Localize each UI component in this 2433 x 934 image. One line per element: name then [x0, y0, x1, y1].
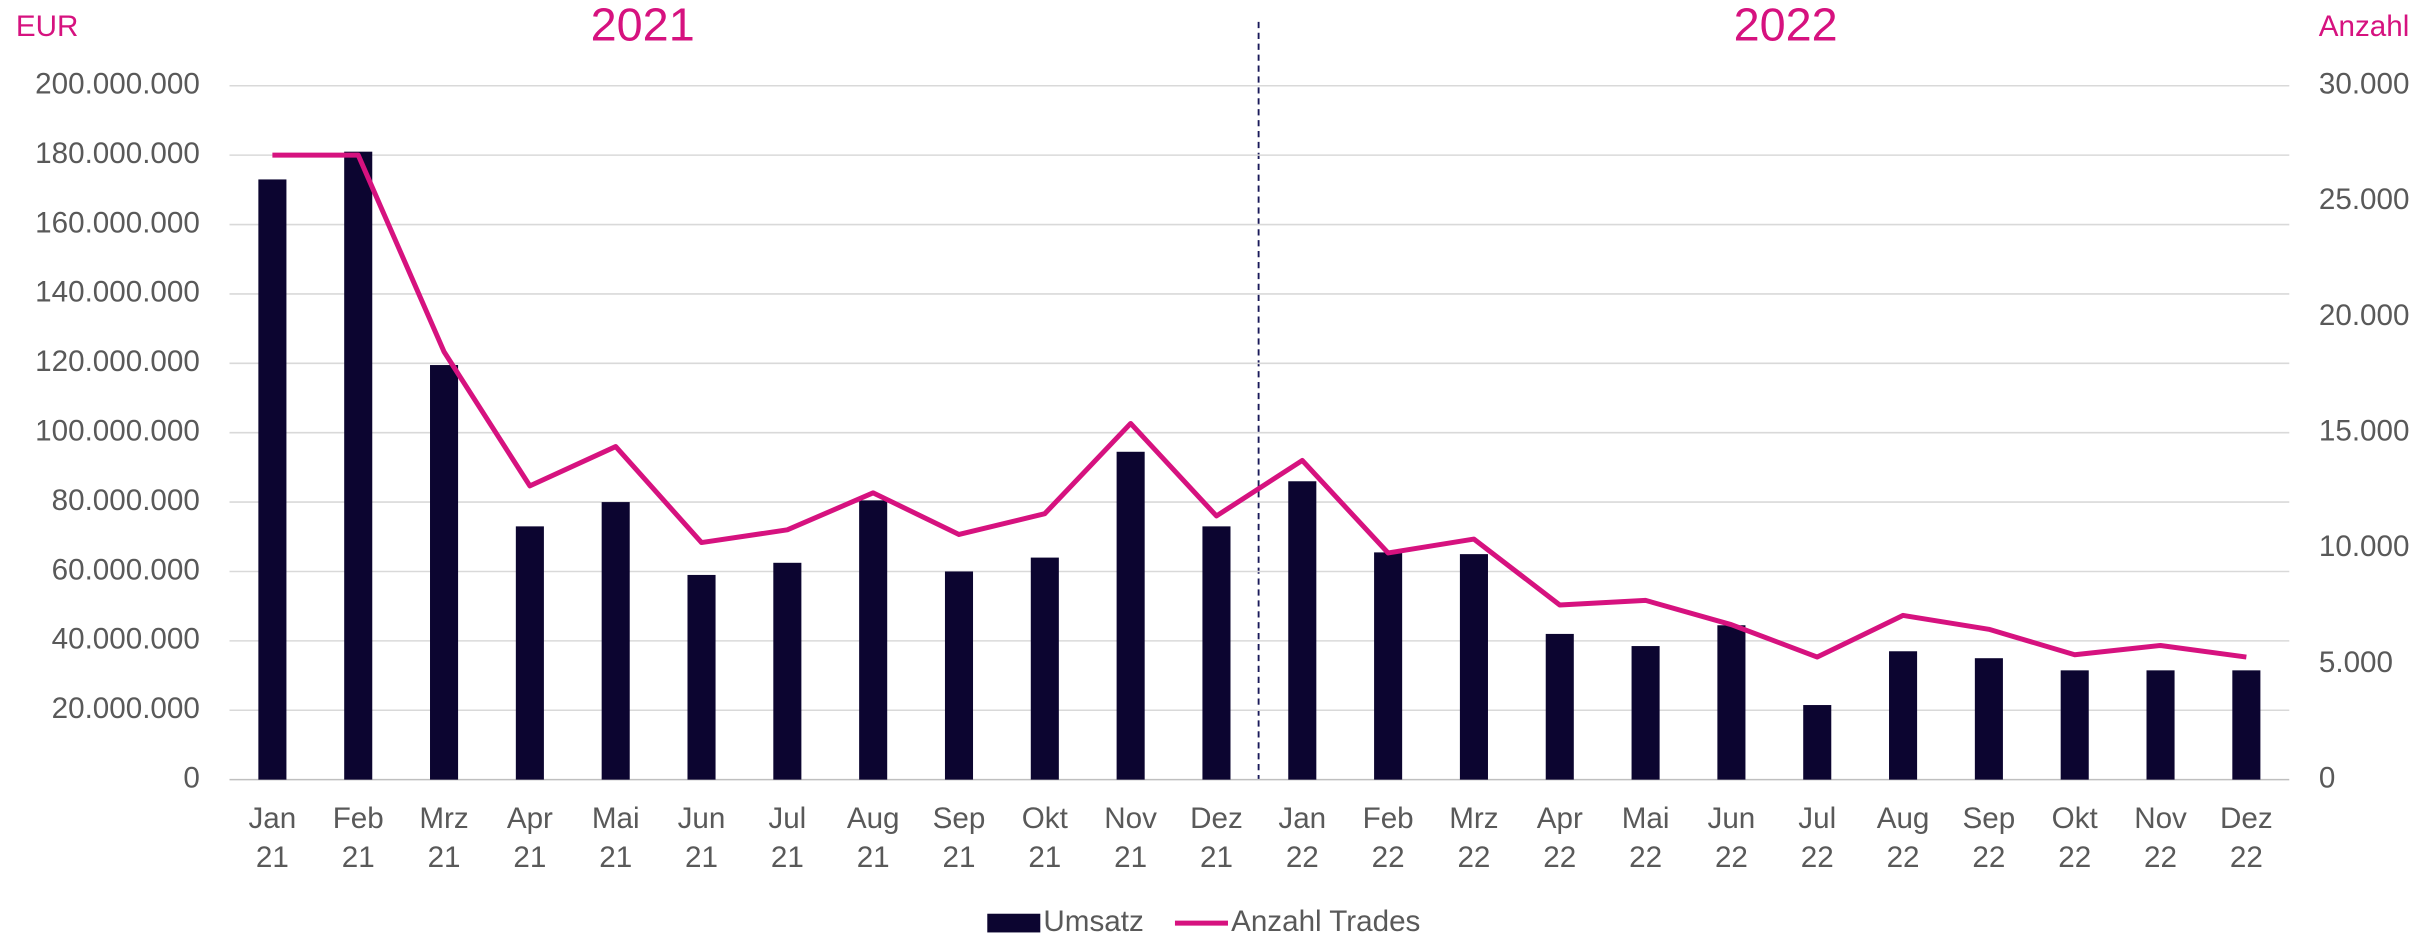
- y-tick-label: 60.000.000: [52, 553, 200, 586]
- bar: [687, 574, 716, 780]
- bar: [944, 571, 974, 780]
- bar: [1374, 552, 1403, 780]
- y-tick-label: 80.000.000: [52, 484, 200, 517]
- y2-tick-label: 30.000: [2319, 68, 2410, 101]
- bar: [1030, 557, 1059, 780]
- x-tick-label: Mrz 22: [1449, 802, 1498, 874]
- y-tick-label: 200.000.000: [35, 68, 200, 101]
- x-tick-label: Feb 21: [333, 802, 384, 874]
- x-tick-label: Mrz 21: [419, 802, 468, 874]
- x-tick-label: Apr 21: [507, 802, 553, 874]
- x-tick-label: Jul 22: [1798, 802, 1836, 874]
- bar: [344, 151, 373, 780]
- bar: [515, 526, 544, 780]
- x-tick-label: Mai 21: [592, 802, 640, 874]
- line: [272, 152, 2247, 660]
- x-tick-label: Jul 21: [768, 802, 806, 874]
- y-tick-label: 100.000.000: [35, 415, 200, 448]
- y2-tick-label: 5.000: [2319, 646, 2393, 679]
- x-tick-label: Jun 22: [1708, 802, 1756, 874]
- x-tick-label: Jun 21: [678, 802, 726, 874]
- y-tick-label: 140.000.000: [35, 276, 200, 309]
- year-label: 2022: [1734, 0, 1838, 50]
- bar: [859, 500, 888, 780]
- x-tick-label: Okt 21: [1022, 802, 1069, 874]
- bar: [2232, 670, 2261, 780]
- y2-tick-label: 15.000: [2319, 415, 2410, 448]
- legend-label: Anzahl Trades: [1231, 905, 1420, 934]
- bar: [773, 562, 802, 780]
- y-tick-label: 160.000.000: [35, 206, 200, 239]
- y-tick-label: 180.000.000: [35, 137, 200, 170]
- bar: [430, 365, 459, 780]
- y-tick-label: 40.000.000: [52, 623, 200, 656]
- x-tick-label: Mai 22: [1622, 802, 1670, 874]
- x-tick-label: Sep 21: [933, 802, 986, 874]
- x-tick-label: Dez 22: [2220, 802, 2273, 874]
- x-tick-label: Dez 21: [1190, 802, 1243, 874]
- x-tick-label: Okt 22: [2052, 802, 2099, 874]
- bar: [1288, 481, 1317, 780]
- x-tick-label: Sep 22: [1963, 802, 2016, 874]
- legend-label: Umsatz: [1043, 905, 1143, 934]
- y2-tick-label: 0: [2319, 761, 2335, 794]
- x-tick-label: Feb 22: [1363, 802, 1414, 874]
- y2-tick-label: 20.000: [2319, 299, 2410, 332]
- y-axis-label: EUR: [16, 10, 79, 43]
- legend-swatch: [987, 913, 1041, 933]
- y-tick-label: 0: [183, 761, 199, 794]
- bar: [1889, 651, 1918, 780]
- bar: [258, 179, 287, 780]
- bar: [1116, 451, 1145, 780]
- y2-tick-label: 10.000: [2319, 530, 2410, 563]
- bar: [1717, 625, 1746, 780]
- bar: [2060, 670, 2089, 780]
- y2-tick-label: 25.000: [2319, 183, 2410, 216]
- year-label: 2021: [591, 0, 695, 50]
- x-tick-label: Nov 22: [2134, 802, 2187, 874]
- bar: [1202, 526, 1231, 780]
- y-tick-label: 120.000.000: [35, 345, 200, 378]
- bar: [1459, 554, 1488, 780]
- bar: [2146, 670, 2175, 780]
- y-tick-label: 20.000.000: [52, 692, 200, 725]
- x-tick-label: Aug 21: [847, 802, 900, 874]
- bar: [1974, 658, 2003, 780]
- bar: [1631, 646, 1660, 780]
- bar: [1545, 633, 1574, 780]
- y2-axis-label: Anzahl: [2319, 10, 2410, 43]
- x-tick-label: Aug 22: [1877, 802, 1930, 874]
- bar: [601, 502, 630, 780]
- x-tick-label: Jan 22: [1278, 802, 1326, 874]
- x-tick-label: Nov 21: [1104, 802, 1157, 874]
- x-tick-label: Apr 22: [1537, 802, 1583, 874]
- bar: [1803, 705, 1832, 780]
- x-tick-label: Jan 21: [249, 802, 297, 874]
